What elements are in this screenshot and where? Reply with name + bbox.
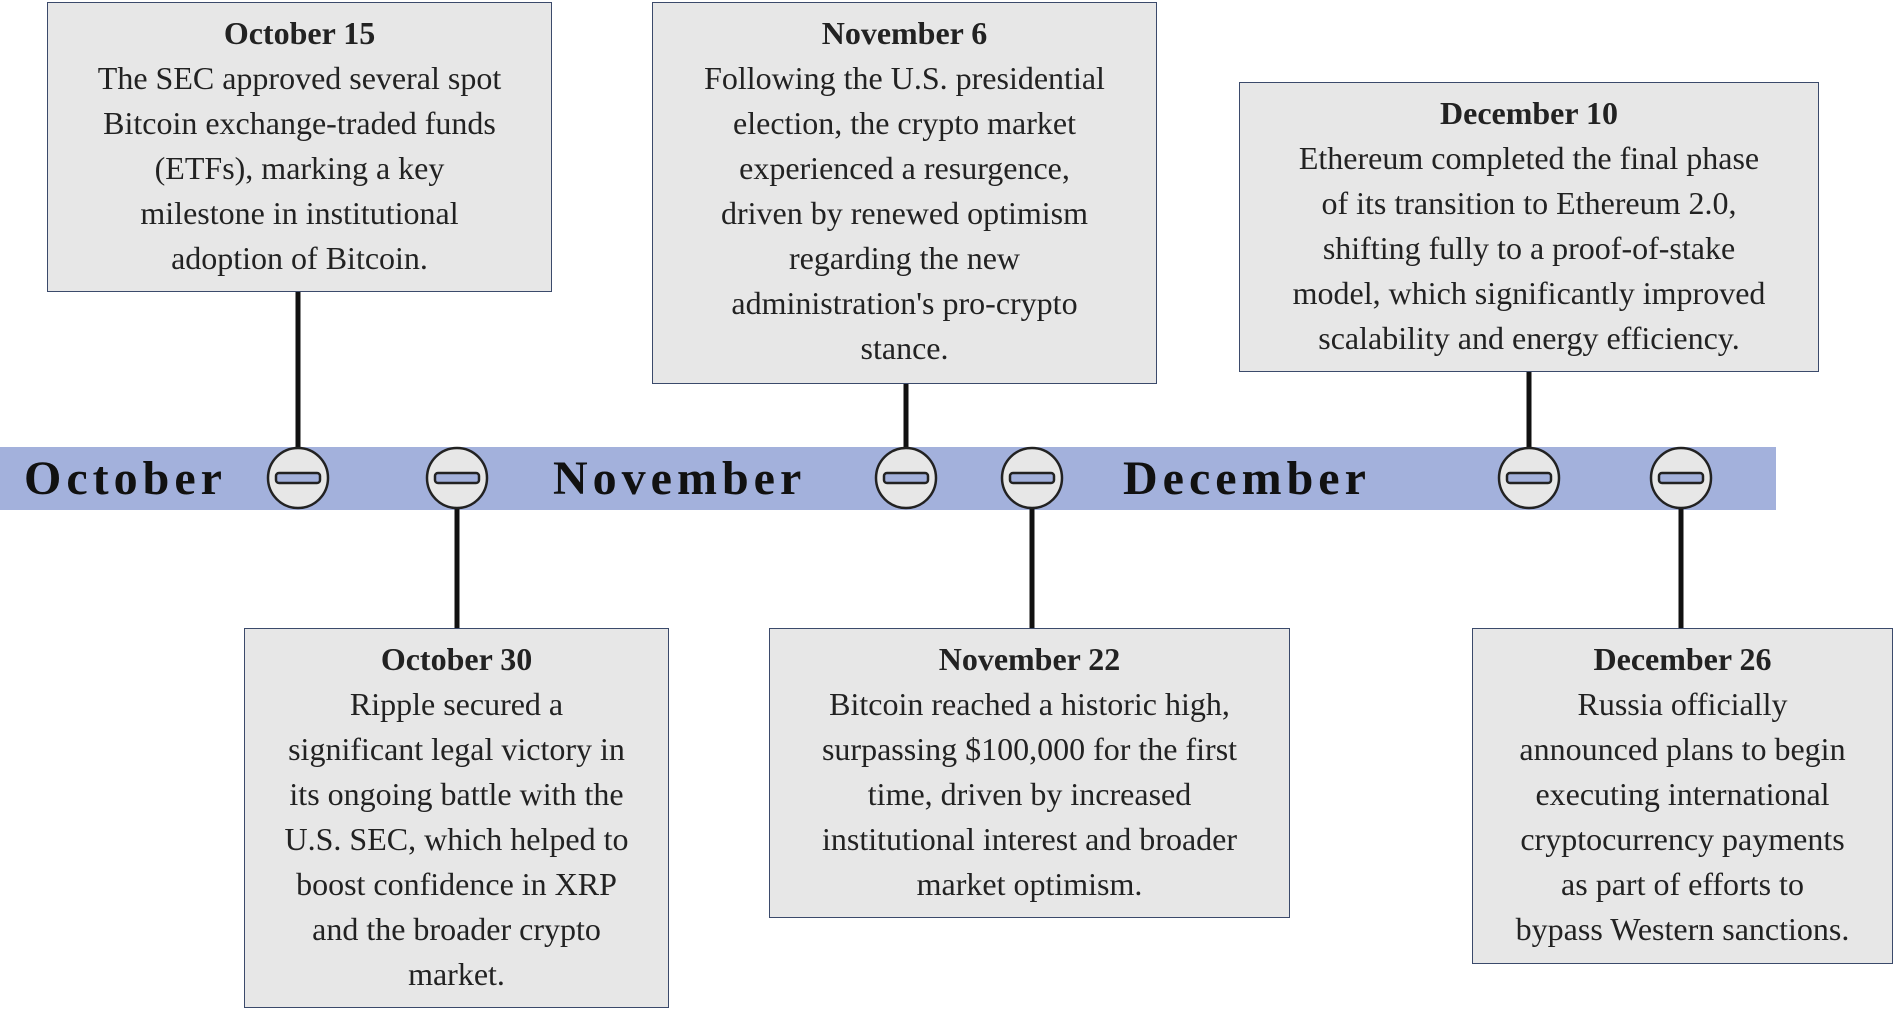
event-box: October 15 The SEC approved several spot B…: [47, 2, 552, 292]
event-text: (ETFs), marking a key: [154, 150, 445, 186]
marker-bar: [1505, 471, 1553, 485]
month-label: October: [24, 452, 227, 505]
event-text: stance.: [860, 330, 949, 366]
event-text: experienced a resurgence,: [739, 150, 1070, 186]
event-text: time, driven by increased: [867, 776, 1192, 812]
event-text: Bitcoin reached a historic high,: [829, 686, 1230, 722]
event-date: December 10: [1440, 95, 1618, 131]
event-text: market.: [408, 956, 505, 992]
event-box: December 26 Russia officially announced pl…: [1472, 628, 1893, 964]
event-text: regarding the new: [788, 240, 1020, 276]
marker-bar: [1008, 471, 1056, 485]
event-box: December 10 Ethereum completed the final …: [1239, 82, 1819, 372]
event-text: Following the U.S. presidential: [704, 60, 1105, 96]
event-text: Ripple secured a: [349, 686, 564, 722]
month-label: December: [1123, 452, 1371, 505]
month-label: November: [553, 452, 807, 505]
event-text: as part of efforts to: [1561, 866, 1804, 902]
event-text: model, which significantly improved: [1292, 275, 1766, 311]
event-text: shifting fully to a proof-of-stake: [1322, 230, 1736, 266]
event-text: boost confidence in XRP: [296, 866, 617, 902]
event-date: November 22: [938, 641, 1121, 677]
event-text: executing international: [1535, 776, 1830, 812]
marker-bar: [1657, 471, 1705, 485]
event-box: November 22 Bitcoin reached a historic hi…: [769, 628, 1290, 918]
marker-bar: [274, 471, 322, 485]
event-date: October 15: [223, 15, 376, 51]
marker-bar: [882, 471, 930, 485]
event-text: milestone in institutional: [140, 195, 459, 231]
event-text: The SEC approved several spot: [97, 60, 502, 96]
event-text: Russia officially: [1577, 686, 1788, 722]
event-text: driven by renewed optimism: [720, 195, 1089, 231]
event-text: of its transition to Ethereum 2.0,: [1321, 185, 1737, 221]
event-date: November 6: [821, 15, 988, 51]
event-text: its ongoing battle with the: [289, 776, 624, 812]
event-text: administration's pro-crypto: [731, 285, 1078, 321]
event-text: election, the crypto market: [733, 105, 1076, 141]
event-text: surpassing $100,000 for the first: [821, 731, 1238, 767]
marker-bar: [433, 471, 481, 485]
event-text: announced plans to begin: [1519, 731, 1846, 767]
event-box: November 6 Following the U.S. presidentia…: [652, 2, 1157, 384]
event-date: December 26: [1593, 641, 1772, 677]
event-text: and the broader crypto: [312, 911, 601, 947]
event-text: U.S. SEC, which helped to: [284, 821, 629, 857]
event-text: adoption of Bitcoin.: [171, 240, 428, 276]
event-text: market optimism.: [916, 866, 1143, 902]
event-date: October 30: [380, 641, 533, 677]
event-text: Bitcoin exchange-traded funds: [103, 105, 496, 141]
event-box: October 30 Ripple secured a significant le…: [244, 628, 669, 1008]
event-text: significant legal victory in: [288, 731, 625, 767]
event-text: Ethereum completed the final phase: [1298, 140, 1760, 176]
event-text: cryptocurrency payments: [1520, 821, 1845, 857]
event-text: institutional interest and broader: [822, 821, 1237, 857]
event-text: bypass Western sanctions.: [1515, 911, 1850, 947]
event-text: scalability and energy efficiency.: [1318, 320, 1740, 356]
